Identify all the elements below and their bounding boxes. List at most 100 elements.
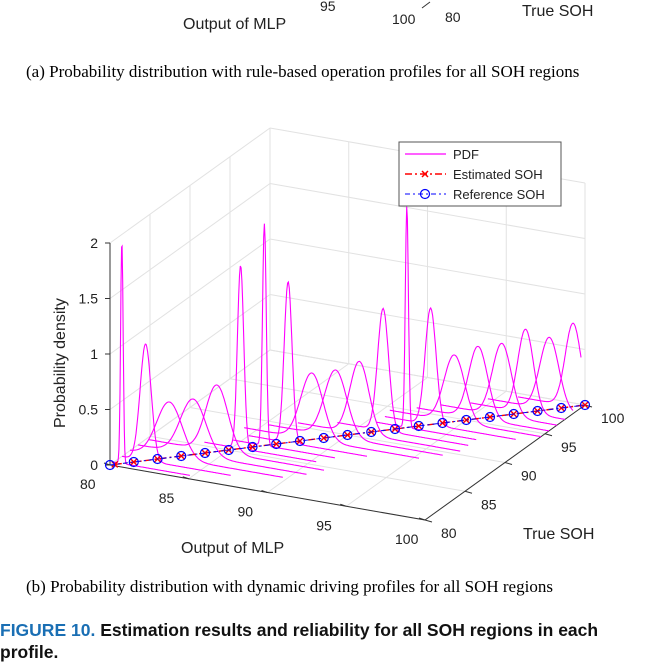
grid-line xyxy=(149,435,466,492)
pdf-curve xyxy=(297,360,461,452)
x-tick-label: 100 xyxy=(395,531,419,547)
grid-line xyxy=(109,183,271,299)
legend-entry-pdf: PDF xyxy=(405,147,479,162)
reference-soh-line xyxy=(109,404,586,466)
pdf-curve xyxy=(384,306,516,440)
y-tick-mark xyxy=(544,433,553,437)
x-tick-label: 90 xyxy=(238,504,254,520)
x-tick-mark xyxy=(340,503,347,507)
pdf-curve xyxy=(440,342,558,426)
top-xlabel: Output of MLP xyxy=(183,16,287,33)
z-tick-label: 0 xyxy=(90,457,98,473)
pdf-curve xyxy=(204,265,317,463)
pdf-curve xyxy=(248,280,368,457)
y-tick-label: 80 xyxy=(441,525,457,541)
y-tick-mark xyxy=(424,519,433,523)
reference-soh-marker xyxy=(579,399,591,411)
reference-soh-marker xyxy=(437,417,448,429)
reference-soh-marker xyxy=(294,435,306,447)
reference-soh-marker xyxy=(366,426,377,438)
grid-line xyxy=(269,183,586,239)
estimated-soh-marker xyxy=(439,419,446,427)
caption-a: (a) Probability distribution with rule-b… xyxy=(26,62,580,81)
top-ylabel: True SOH xyxy=(522,3,594,20)
z-tick-label: 2 xyxy=(90,235,98,251)
legend-entry-reference: Reference SOH xyxy=(405,187,545,202)
reference-soh-marker xyxy=(176,450,187,462)
top-tick-80: 80 xyxy=(445,9,461,25)
x-tick-mark xyxy=(418,517,426,521)
reference-soh-marker xyxy=(223,444,234,456)
reference-soh-marker xyxy=(128,456,139,468)
pdf-curve xyxy=(113,244,191,476)
grid-line xyxy=(229,378,546,435)
estimated-soh-marker xyxy=(581,401,589,409)
x-axis-label: Output of MLP xyxy=(181,540,284,557)
z-ticks: 0 0.5 1 1.5 2 xyxy=(79,235,110,473)
legend-label-pdf: PDF xyxy=(453,147,479,162)
reference-soh-marker xyxy=(152,453,163,465)
x-tick-mark xyxy=(182,476,189,480)
estimated-soh-marker xyxy=(130,458,138,466)
figure-title: Estimation results and reliability for a… xyxy=(0,620,599,662)
pdf-curve xyxy=(487,336,574,411)
reference-soh-marker xyxy=(461,414,472,426)
pdf-curve xyxy=(337,307,469,446)
pdf-curve xyxy=(149,384,325,471)
top-fragment: 95 Output of MLP 100 80 True SOH xyxy=(0,0,654,40)
pdf-curve xyxy=(129,401,283,478)
reference-soh-marker xyxy=(247,441,258,453)
z-tick-label: 1.5 xyxy=(79,291,99,307)
x-tick-label: 85 xyxy=(159,490,175,506)
estimated-soh-marker xyxy=(320,434,328,442)
x-ticks: 80 85 90 95 100 xyxy=(80,462,426,547)
z-tick-label: 1 xyxy=(90,346,98,362)
pdf-curve xyxy=(137,398,307,475)
y-tick-label: 100 xyxy=(601,410,625,426)
reference-soh-marker xyxy=(413,420,424,432)
y-tick-mark xyxy=(504,462,513,465)
x-tick-mark xyxy=(261,490,268,493)
pdf-curve xyxy=(517,322,582,403)
grid-line xyxy=(269,349,586,406)
pdf-series xyxy=(113,206,582,478)
chart-3d: 80 85 90 95 100 80 85 90 95 100 0 0.5 1 1.5 2 Output… xyxy=(52,127,625,557)
reference-soh-series xyxy=(104,399,591,471)
pdf-curve xyxy=(470,328,566,420)
reference-soh-marker xyxy=(556,402,567,414)
z-axis-label: Probability density xyxy=(52,298,69,428)
grid-line xyxy=(269,238,586,295)
reference-soh-marker xyxy=(271,438,282,450)
pdf-curve xyxy=(244,372,420,459)
legend-marker-x xyxy=(421,170,429,178)
estimated-soh-marker xyxy=(272,440,280,448)
caption-b: (b) Probability distribution with dynami… xyxy=(26,577,553,596)
top-tick-95: 95 xyxy=(320,0,336,14)
figure-label: FIGURE 10. xyxy=(0,620,96,640)
reference-soh-marker xyxy=(199,447,211,459)
y-tick-mark xyxy=(464,490,473,494)
y-tick-label: 90 xyxy=(521,468,537,484)
reference-soh-marker xyxy=(318,432,329,444)
legend-label-reference: Reference SOH xyxy=(453,187,545,202)
legend-label-estimated: Estimated SOH xyxy=(453,167,543,182)
legend-entry-estimated: Estimated SOH xyxy=(405,167,543,182)
reference-soh-marker xyxy=(104,459,116,471)
z-tick-label: 0.5 xyxy=(79,402,99,418)
x-tick-label: 80 xyxy=(80,476,96,492)
x-tick-label: 95 xyxy=(316,517,332,533)
y-tick-label: 85 xyxy=(481,496,497,512)
grid-line xyxy=(109,127,271,244)
pdf-curve xyxy=(267,369,443,456)
estimated-soh-marker xyxy=(415,422,423,430)
y-ticks: 80 85 90 95 100 xyxy=(424,404,625,541)
chart-legend: PDF Estimated SOH Reference SOH xyxy=(398,141,562,207)
estimated-soh-marker xyxy=(557,404,565,412)
y-axis-label: True SOH xyxy=(523,526,594,543)
figure-caption: FIGURE 10. Estimation results and reliab… xyxy=(0,619,654,663)
reference-soh-marker xyxy=(532,405,543,417)
top-tick-100: 100 xyxy=(392,11,416,27)
reference-soh-marker xyxy=(484,411,496,423)
legend-marker-o xyxy=(419,188,431,200)
reference-soh-marker xyxy=(389,423,401,435)
